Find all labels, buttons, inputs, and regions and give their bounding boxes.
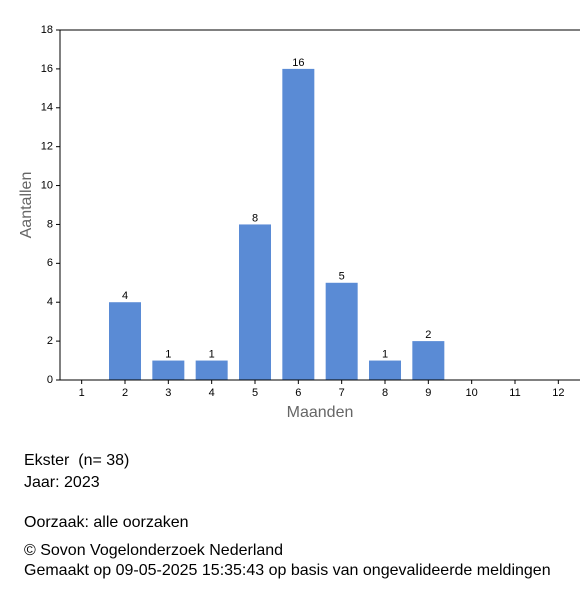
y-tick-label: 6 [47, 257, 53, 269]
data-label: 1 [209, 348, 215, 360]
bar [325, 282, 358, 380]
bar [282, 68, 315, 380]
x-tick-label: 5 [252, 387, 258, 399]
y-tick-label: 0 [47, 374, 53, 386]
data-label: 1 [165, 348, 171, 360]
data-label: 5 [339, 271, 345, 283]
y-tick-label: 2 [47, 335, 53, 347]
bar [239, 224, 271, 380]
x-tick-label: 2 [122, 387, 128, 399]
x-tick-label: 10 [466, 387, 478, 399]
x-tick-label: 6 [295, 387, 301, 399]
y-tick-label: 12 [41, 141, 53, 153]
x-tick-label: 7 [339, 387, 345, 399]
copyright: © Sovon Vogelonderzoek Nederland [24, 542, 284, 559]
y-tick-label: 18 [41, 24, 53, 36]
year: Jaar: 2023 [24, 474, 100, 491]
x-tick-label: 4 [209, 387, 215, 399]
y-tick-label: 10 [41, 179, 53, 191]
chart: Maanden Aantallen 0246810121416181421314… [18, 24, 580, 421]
bar [412, 341, 445, 380]
y-tick-label: 4 [47, 296, 53, 308]
x-tick-label: 1 [79, 387, 85, 399]
x-tick-label: 12 [552, 387, 564, 399]
y-tick-label: 14 [41, 102, 53, 114]
bar [109, 302, 141, 380]
data-label: 8 [252, 212, 258, 224]
bar [152, 360, 185, 380]
data-label: 1 [382, 348, 388, 360]
data-label: 16 [292, 57, 304, 69]
x-tick-label: 9 [425, 387, 431, 399]
x-tick-label: 3 [165, 387, 171, 399]
bar [369, 360, 401, 380]
species: Ekster (n= 38) [24, 452, 130, 469]
data-label: 2 [425, 329, 431, 341]
bar [195, 360, 228, 380]
y-tick-label: 16 [41, 63, 53, 75]
x-tick-label: 8 [382, 387, 388, 399]
y-tick-label: 8 [47, 218, 53, 230]
x-tick-label: 11 [509, 387, 520, 399]
y-axis-label: Aantallen [18, 172, 35, 239]
data-label: 4 [122, 290, 128, 302]
x-axis-label: Maanden [287, 404, 354, 421]
made-info: Gemaakt op 09-05-2025 15:35:43 op basis … [24, 562, 551, 579]
cause: Oorzaak: alle oorzaken [24, 514, 189, 531]
